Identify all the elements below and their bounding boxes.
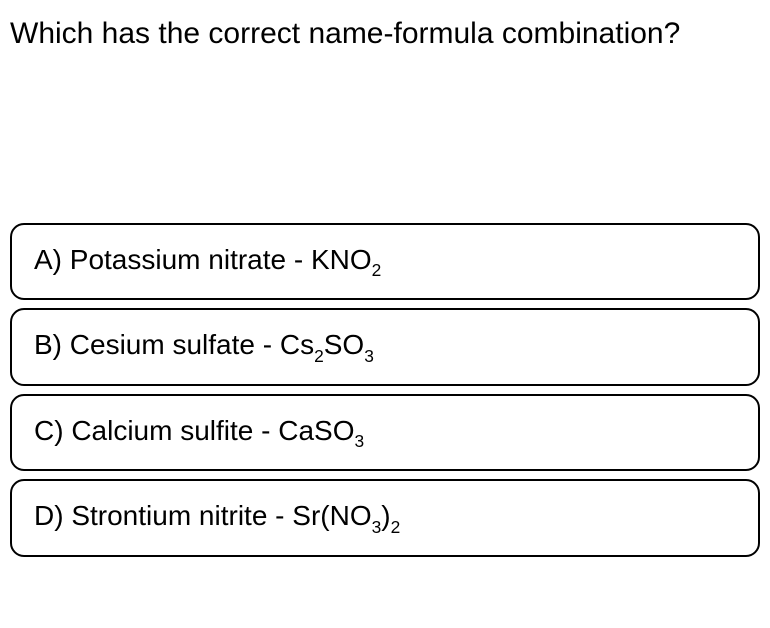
option-b[interactable]: B) Cesium sulfate - Cs2SO3	[10, 308, 760, 385]
subscript: 2	[391, 517, 401, 537]
options-list: A) Potassium nitrate - KNO2 B) Cesium su…	[10, 223, 760, 557]
option-c[interactable]: C) Calcium sulfite - CaSO3	[10, 394, 760, 471]
subscript: 3	[372, 517, 382, 537]
subscript: 2	[314, 346, 324, 366]
question-text: Which has the correct name-formula combi…	[10, 14, 760, 53]
subscript: 2	[372, 260, 382, 280]
option-a[interactable]: A) Potassium nitrate - KNO2	[10, 223, 760, 300]
subscript: 3	[364, 346, 374, 366]
subscript: 3	[355, 431, 365, 451]
option-d[interactable]: D) Strontium nitrite - Sr(NO3)2	[10, 479, 760, 556]
